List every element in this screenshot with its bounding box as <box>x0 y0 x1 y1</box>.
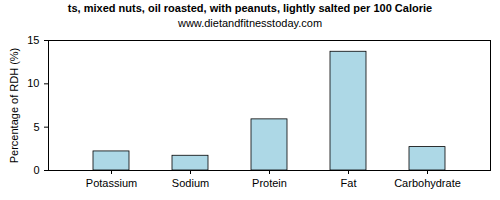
svg-text:Percentage of RDH (%): Percentage of RDH (%) <box>8 48 20 164</box>
svg-text:Carbohydrate: Carbohydrate <box>394 177 461 189</box>
svg-text:0: 0 <box>33 164 39 176</box>
svg-text:10: 10 <box>27 77 39 89</box>
svg-text:Sodium: Sodium <box>172 177 209 189</box>
svg-text:Fat: Fat <box>341 177 357 189</box>
html-text:www.dietandfitnesstoday.com: www.dietandfitnesstoday.com <box>178 17 322 29</box>
svg-text:15: 15 <box>27 34 39 46</box>
svg-text:Protein: Protein <box>252 177 287 189</box>
html-text:ts, mixed nuts, oil roasted, w: ts, mixed nuts, oil roasted, with peanut… <box>67 2 433 14</box>
svg-text:5: 5 <box>33 121 39 133</box>
svg-text:Potassium: Potassium <box>86 177 137 189</box>
